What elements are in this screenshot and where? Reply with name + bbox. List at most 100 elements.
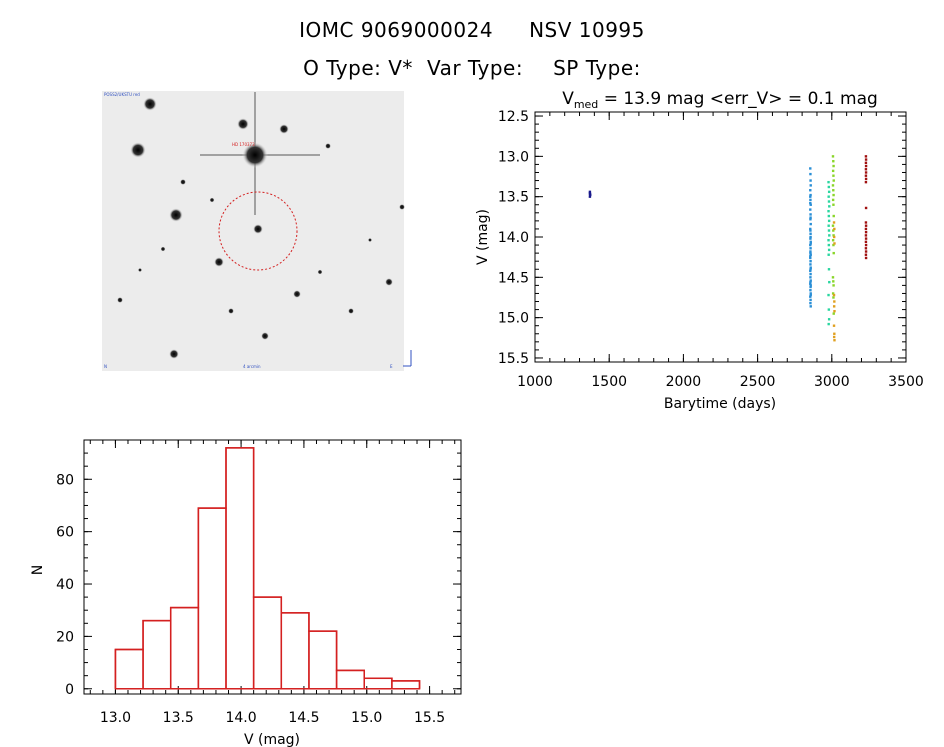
data-point [832,305,836,308]
y-tick-label: 12.5 [498,109,529,125]
y-tick-label: 80 [56,472,74,488]
data-point [833,300,836,303]
data-point [809,242,812,245]
histogram-bar [363,677,393,690]
data-point [832,189,835,192]
star [160,246,166,252]
data-point [809,301,812,305]
data-point [864,240,868,244]
star [169,208,183,222]
data-point [832,193,835,197]
data-point [827,190,831,194]
star [237,118,249,130]
image-label-marker: HD 170373 [232,142,255,147]
vartype-label: Var Type: [426,56,524,80]
data-point [809,184,812,187]
data-point [809,235,812,239]
y-tick-label: 13.5 [498,190,529,206]
data-point [831,198,835,202]
star [130,142,146,158]
x-tick-label: 15.5 [414,710,445,726]
data-point [809,208,812,211]
data-point [828,234,831,237]
data-point [827,200,831,203]
histogram-outline [114,447,421,689]
data-point [832,312,835,315]
histogram-bar [391,680,421,690]
data-point [864,253,868,256]
x-tick-label: 14.0 [225,710,256,726]
data-point [809,251,812,255]
data-point [809,167,812,170]
data-point [809,179,812,182]
otype-label: O Type: V* [303,56,413,80]
histogram-bar [197,507,227,690]
data-point [809,266,812,269]
data-point [864,234,868,237]
data-point [832,296,835,299]
data-point [809,247,812,250]
star [348,308,354,314]
star [138,268,142,272]
data-point [832,235,836,239]
histogram-bar [142,619,172,690]
data-point [864,250,868,253]
x-tick-label: 2500 [740,374,776,390]
data-point [827,180,830,184]
data-point [809,305,812,308]
data-point [864,177,868,181]
data-point [828,280,831,284]
star [117,297,123,303]
data-point [864,221,868,224]
data-point [827,229,831,232]
histogram-xlabel: V (mag) [244,732,300,747]
data-point [809,198,812,202]
data-point [828,205,831,208]
image-label-survey: POSS2/UKSTU red [104,92,140,97]
sky-image-background [102,91,404,371]
data-point [809,282,812,285]
data-point [827,253,830,256]
y-tick-label: 13.0 [498,149,529,165]
data-point [864,227,868,231]
light-curve-title: Vmed = 13.9 mag <err_V> = 0.1 mag [562,89,878,111]
data-point [809,292,812,295]
data-point [827,293,830,297]
data-point [864,206,868,210]
data-point [864,161,868,165]
histogram-bar [169,606,200,690]
y-tick-label: 0 [65,682,74,698]
data-point [831,224,835,227]
star [209,197,215,203]
data-point [827,248,831,252]
x-tick-label: 13.0 [100,710,131,726]
histogram-bar [252,596,283,690]
star [143,97,157,111]
data-point [809,172,812,176]
star [261,332,269,340]
chart-title-types: O Type: V* Var Type: SP Type: [0,56,944,80]
data-point [809,189,812,192]
y-tick-label: 14.0 [498,230,529,246]
data-point [809,284,812,287]
data-point [864,164,868,168]
data-point [809,276,812,279]
data-point [832,324,836,327]
image-label-scale: 4 arcmin [243,364,261,369]
alt-name: NSV 10995 [529,18,645,42]
data-point [832,280,835,283]
data-point [832,164,835,168]
x-tick-label: 14.5 [288,710,319,726]
data-point [809,195,812,198]
data-point [831,276,835,279]
star [279,124,289,134]
image-label-east: E [390,364,393,369]
data-point [864,243,868,247]
data-point [827,219,831,223]
x-tick-label: 2000 [666,374,702,390]
sptype-label: SP Type: [553,56,641,80]
data-point [832,293,836,297]
data-point [833,227,836,231]
data-point [809,250,812,253]
data-point [864,174,868,177]
